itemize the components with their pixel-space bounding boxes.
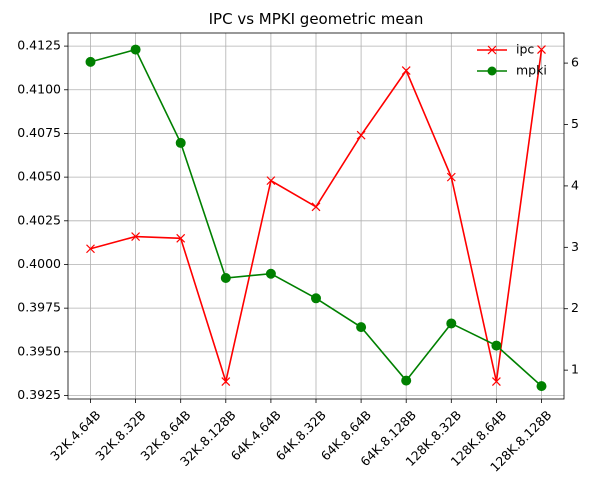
ipc-marker-stroke — [131, 232, 141, 241]
ipc-point — [266, 176, 276, 186]
ipc-point — [311, 202, 321, 212]
mpki-point — [311, 293, 321, 304]
mpki-point — [401, 375, 412, 386]
mpki-point — [265, 268, 276, 279]
ipc-marker-stroke — [86, 244, 95, 254]
y-right-tick-label: 6 — [571, 55, 579, 70]
grid — [68, 33, 564, 399]
mpki-point — [220, 273, 231, 284]
ipc-marker-stroke — [446, 172, 456, 182]
ipc-point — [356, 130, 366, 140]
legend-ipc-marker — [487, 45, 497, 55]
mpki-point — [85, 56, 96, 67]
ipc-marker-stroke — [311, 202, 321, 212]
y-left-tick-label: 0.4050 — [17, 169, 61, 184]
y-left-tick-label: 0.4000 — [17, 256, 61, 271]
ipc-marker-stroke — [491, 377, 501, 386]
legend-mpki-label: mpki — [516, 63, 547, 78]
y-right-tick-label: 5 — [571, 116, 579, 131]
series-layer — [85, 44, 547, 392]
ipc-point — [491, 377, 501, 386]
mpki-point — [536, 381, 547, 392]
y-right-tick-label: 2 — [571, 300, 579, 315]
ipc-point — [131, 232, 141, 241]
plot-frame — [67, 32, 565, 400]
mpki-point — [446, 318, 457, 329]
ipc-point — [446, 172, 456, 182]
chart-title: IPC vs MPKI geometric mean — [209, 10, 424, 28]
y-right-tick-label: 1 — [571, 362, 579, 377]
ipc-marker-stroke — [221, 377, 231, 386]
y-left-tick-label: 0.4125 — [17, 38, 61, 53]
ipc-marker-stroke — [176, 233, 186, 243]
y-right-tick-label: 3 — [571, 239, 579, 254]
y-left-tick-label: 0.3950 — [17, 343, 61, 358]
mpki-point — [175, 137, 186, 148]
legend-item-mpki: mpki — [477, 63, 547, 78]
mpki-point — [491, 340, 502, 351]
y-right-tick-label: 4 — [571, 177, 579, 192]
ipc-marker-stroke — [356, 130, 366, 140]
ipc-marker-stroke — [266, 176, 276, 186]
y-left-tick-label: 0.3925 — [17, 387, 61, 402]
ipc-point — [537, 45, 546, 55]
y-left-tick-label: 0.4025 — [17, 212, 61, 227]
ipc-point — [221, 377, 231, 386]
legend: ipc mpki — [477, 42, 547, 78]
y-left-tick-label: 0.4100 — [17, 81, 61, 96]
ipc-point — [176, 233, 186, 243]
ipc-point — [401, 66, 411, 75]
ipc-point — [86, 244, 95, 254]
legend-ipc-label: ipc — [516, 42, 534, 57]
legend-mpki-marker — [487, 66, 497, 76]
y-left-tick-label: 0.3975 — [17, 300, 61, 315]
ipc-marker-stroke — [401, 66, 411, 75]
y-left-tick-label: 0.4075 — [17, 125, 61, 140]
ipc-marker-stroke — [537, 45, 546, 55]
legend-item-ipc: ipc — [477, 42, 534, 57]
mpki-point — [356, 322, 367, 333]
mpki-point — [130, 44, 141, 55]
